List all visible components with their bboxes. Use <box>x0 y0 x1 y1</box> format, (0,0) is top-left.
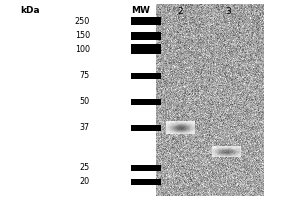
Bar <box>130 165 160 171</box>
Bar <box>130 99 160 105</box>
Text: 50: 50 <box>80 98 90 106</box>
Bar <box>130 32 160 40</box>
Text: 25: 25 <box>80 164 90 172</box>
Text: 37: 37 <box>80 123 90 132</box>
Bar <box>130 17 160 25</box>
Text: kDa: kDa <box>20 6 40 15</box>
Bar <box>130 179 160 185</box>
Text: 250: 250 <box>75 17 90 25</box>
Text: 100: 100 <box>75 45 90 53</box>
Text: 75: 75 <box>80 72 90 80</box>
Text: 20: 20 <box>80 178 90 186</box>
Bar <box>130 73 160 79</box>
Text: 150: 150 <box>75 31 90 40</box>
Text: 3: 3 <box>225 7 231 16</box>
Text: MW: MW <box>132 6 150 15</box>
Bar <box>130 44 160 54</box>
Text: 2: 2 <box>177 7 183 16</box>
Bar <box>130 125 160 131</box>
